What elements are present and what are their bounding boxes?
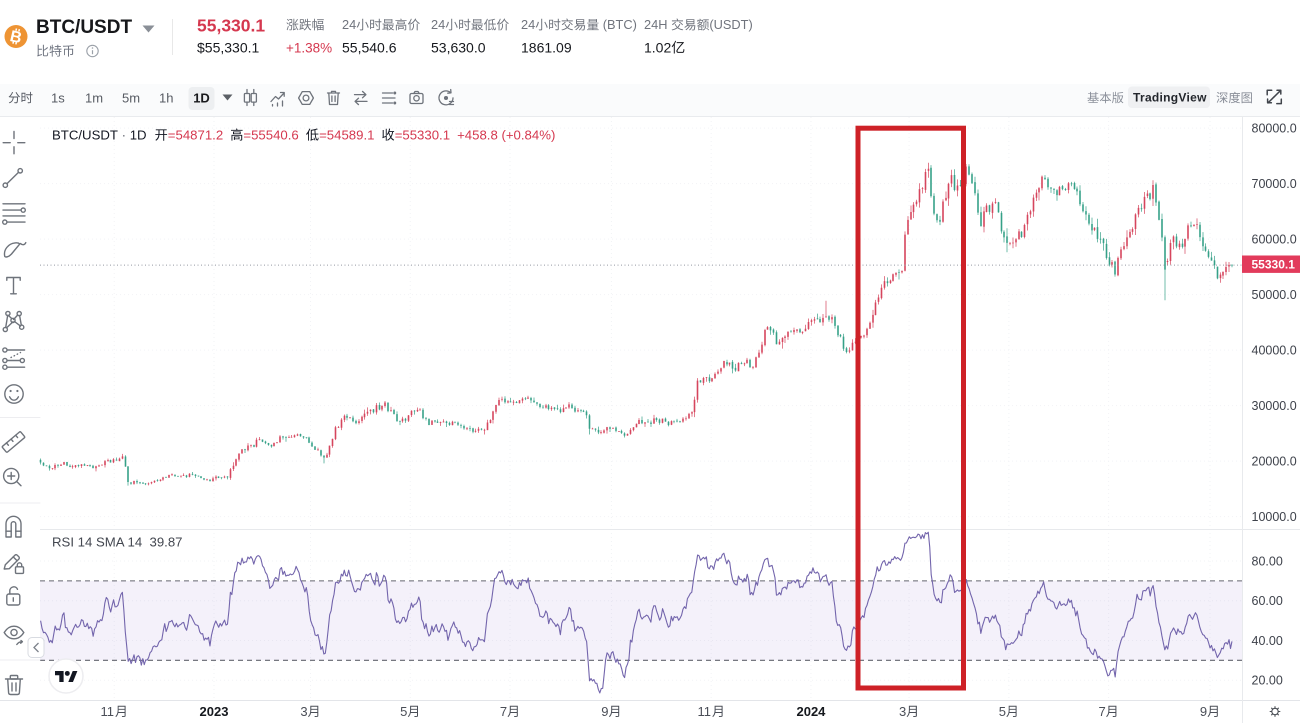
svg-text:1m: 1m [85, 91, 103, 106]
svg-text:1s: 1s [51, 91, 65, 106]
svg-text:=55540.6: =55540.6 [243, 128, 298, 143]
svg-text:3: 3 [300, 704, 307, 719]
svg-text:30000.0: 30000.0 [1252, 399, 1297, 413]
svg-text:5: 5 [400, 704, 407, 719]
svg-text:53,630.0: 53,630.0 [431, 39, 486, 55]
svg-text:24: 24 [342, 17, 356, 32]
svg-text:·: · [118, 128, 130, 143]
svg-text:$55,330.1: $55,330.1 [197, 39, 259, 55]
svg-text:+1.38%: +1.38% [286, 40, 332, 55]
svg-text:40000.0: 40000.0 [1252, 344, 1297, 358]
svg-text:=55330.1: =55330.1 [395, 128, 450, 143]
svg-text:=54589.1: =54589.1 [319, 128, 374, 143]
svg-text:1861.09: 1861.09 [521, 39, 572, 55]
svg-text:=54871.2: =54871.2 [168, 128, 223, 143]
svg-text:24: 24 [431, 17, 445, 32]
svg-text:55,540.6: 55,540.6 [342, 39, 397, 55]
svg-text:BTC/USDT: BTC/USDT [36, 17, 132, 38]
svg-text:9: 9 [1200, 704, 1207, 719]
svg-text:TradingView: TradingView [1133, 91, 1207, 105]
svg-text:80.00: 80.00 [1252, 554, 1283, 568]
svg-text:60000.0: 60000.0 [1252, 233, 1297, 247]
svg-text:9: 9 [601, 704, 608, 719]
svg-text:55,330.1: 55,330.1 [197, 16, 265, 36]
svg-text:20.00: 20.00 [1252, 674, 1283, 688]
svg-text:5m: 5m [122, 91, 140, 106]
svg-text:RSI 14 SMA 14 39.87: RSI 14 SMA 14 39.87 [52, 535, 183, 550]
svg-text:2023: 2023 [200, 704, 229, 719]
svg-text:60.00: 60.00 [1252, 594, 1283, 608]
svg-text:10000.0: 10000.0 [1252, 510, 1297, 524]
svg-text:7: 7 [1099, 704, 1106, 719]
svg-text:B: B [8, 28, 23, 47]
svg-text:70000.0: 70000.0 [1252, 177, 1297, 191]
svg-text:BTC/USDT: BTC/USDT [52, 128, 118, 143]
svg-text:24: 24 [521, 17, 535, 32]
svg-text:2024: 2024 [796, 704, 826, 719]
svg-text:24H: 24H [644, 17, 671, 32]
svg-text:1h: 1h [159, 91, 173, 106]
svg-text:80000.0: 80000.0 [1252, 122, 1297, 136]
svg-text:7: 7 [500, 704, 507, 719]
svg-text:20000.0: 20000.0 [1252, 455, 1297, 469]
svg-text:55330.1: 55330.1 [1252, 258, 1296, 272]
svg-text:50000.0: 50000.0 [1252, 288, 1297, 302]
svg-text:(USDT): (USDT) [709, 17, 752, 32]
svg-text:40.00: 40.00 [1252, 634, 1283, 648]
svg-text:1D: 1D [193, 91, 210, 106]
svg-text:3: 3 [899, 704, 906, 719]
svg-text:1.02: 1.02 [644, 39, 671, 55]
svg-text:+458.8 (+0.84%): +458.8 (+0.84%) [457, 128, 555, 143]
svg-text:1D: 1D [130, 128, 147, 143]
svg-text:(BTC): (BTC) [599, 17, 637, 32]
svg-text:5: 5 [999, 704, 1006, 719]
svg-text:11: 11 [697, 704, 711, 719]
svg-text:11: 11 [101, 704, 115, 719]
